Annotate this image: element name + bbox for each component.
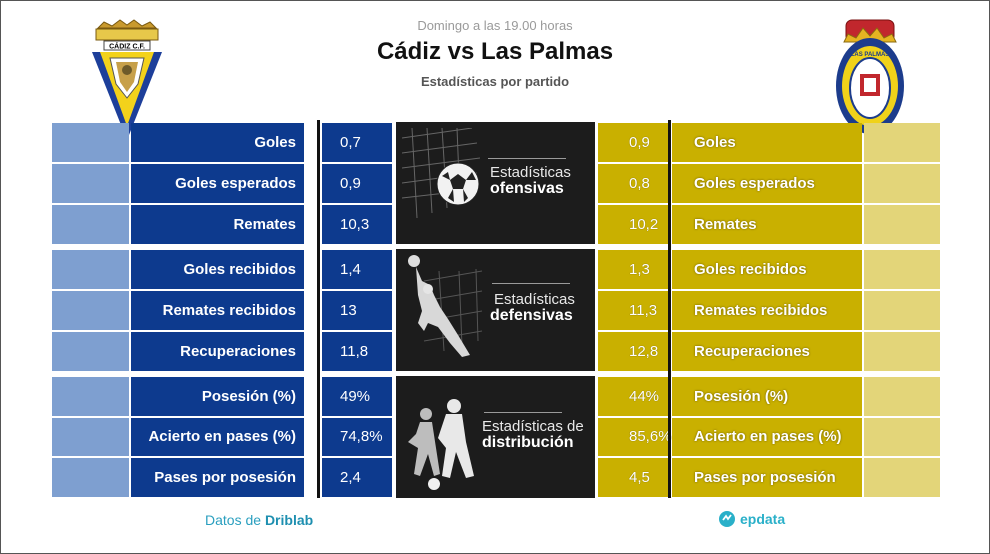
home-stat-value: 0,7: [322, 123, 392, 162]
away-stat-value: 0,9: [598, 123, 668, 162]
away-stat-value: 44%: [598, 377, 668, 416]
home-stat-label: Goles: [131, 123, 304, 162]
cadiz-crest-logo: CÁDIZ C.F.: [88, 18, 166, 142]
away-stat-label: Acierto en pases (%): [672, 418, 862, 456]
home-edge-cell: [52, 164, 129, 203]
away-stat-value: 11,3: [598, 291, 668, 330]
away-edge-cell: [864, 291, 940, 330]
page-description: Estadísticas por partido: [420, 74, 570, 89]
home-stat-label: Remates: [131, 205, 304, 244]
away-edge-cell: [864, 250, 940, 289]
away-stat-label: Pases por posesión: [672, 458, 862, 497]
away-edge-cell: [864, 123, 940, 162]
home-edge-cell: [52, 377, 129, 416]
home-stat-value: 74,8%: [322, 418, 392, 456]
las-palmas-crest-logo: LAS PALMAS: [834, 16, 906, 142]
data-source-credit: Datos de Driblab: [205, 512, 313, 528]
home-divider: [317, 120, 320, 498]
away-stat-value: 12,8: [598, 332, 668, 371]
home-edge-cell: [52, 458, 129, 497]
soccer-ball-net-icon: [402, 128, 481, 219]
epdata-brand: epdata: [718, 510, 785, 528]
home-stat-value: 0,9: [322, 164, 392, 203]
panel-offensive-line2: ofensivas: [490, 180, 564, 197]
away-stat-value: 1,3: [598, 250, 668, 289]
home-edge-cell: [52, 291, 129, 330]
home-stat-value: 1,4: [322, 250, 392, 289]
data-source-name: Driblab: [264, 512, 314, 528]
away-stat-label: Remates: [672, 205, 862, 244]
svg-text:LAS PALMAS: LAS PALMAS: [851, 52, 890, 58]
away-stat-label: Goles esperados: [672, 164, 862, 203]
away-stat-label: Goles recibidos: [672, 250, 862, 289]
away-stat-value: 0,8: [598, 164, 668, 203]
away-edge-cell: [864, 205, 940, 244]
players-icon: [408, 399, 474, 490]
home-stat-label: Acierto en pases (%): [131, 418, 304, 456]
epdata-logo-icon: [719, 511, 735, 527]
away-stat-label: Posesión (%): [672, 377, 862, 416]
home-stat-value: 49%: [322, 377, 392, 416]
home-stat-label: Goles esperados: [131, 164, 304, 203]
home-edge-cell: [52, 418, 129, 456]
away-divider: [668, 120, 671, 498]
page-title: Cádiz vs Las Palmas: [376, 38, 614, 65]
home-stat-value: 11,8: [322, 332, 392, 371]
away-stat-value: 4,5: [598, 458, 668, 497]
home-edge-cell: [52, 332, 129, 371]
away-stat-label: Recuperaciones: [672, 332, 862, 371]
panel-offensive: Estadísticas ofensivas: [396, 122, 595, 244]
home-stat-value: 10,3: [322, 205, 392, 244]
data-source-prefix: Datos de: [205, 512, 262, 528]
panel-offensive-line1: Estadísticas: [490, 164, 571, 181]
away-edge-cell: [864, 458, 940, 497]
panel-defensive: Estadísticas defensivas: [396, 249, 595, 371]
away-edge-cell: [864, 332, 940, 371]
panel-defensive-line2: defensivas: [490, 307, 573, 324]
panel-defensive-line1: Estadísticas: [494, 291, 575, 308]
home-stat-label: Remates recibidos: [131, 291, 304, 330]
away-stat-label: Remates recibidos: [672, 291, 862, 330]
home-edge-cell: [52, 250, 129, 289]
panel-distribution-line1: Estadísticas de: [482, 418, 584, 435]
home-edge-cell: [52, 205, 129, 244]
away-edge-cell: [864, 164, 940, 203]
home-stat-label: Posesión (%): [131, 377, 304, 416]
match-time: Domingo a las 19.00 horas: [417, 18, 573, 33]
away-stat-value: 10,2: [598, 205, 668, 244]
home-stat-value: 2,4: [322, 458, 392, 497]
home-stat-label: Goles recibidos: [131, 250, 304, 289]
home-stat-value: 13: [322, 291, 392, 330]
home-edge-cell: [52, 123, 129, 162]
goalkeeper-icon: [408, 255, 483, 357]
away-stat-value: 85,6%: [598, 418, 672, 456]
away-edge-cell: [864, 377, 940, 416]
epdata-brand-text: epdata: [740, 511, 786, 527]
panel-distribution-line2: distribución: [482, 434, 574, 451]
home-stat-label: Recuperaciones: [131, 332, 304, 371]
home-stat-label: Pases por posesión: [131, 458, 304, 497]
svg-text:CÁDIZ C.F.: CÁDIZ C.F.: [109, 42, 145, 51]
away-stat-label: Goles: [672, 123, 862, 162]
panel-distribution: Estadísticas de distribución: [396, 376, 595, 498]
away-edge-cell: [864, 418, 940, 456]
